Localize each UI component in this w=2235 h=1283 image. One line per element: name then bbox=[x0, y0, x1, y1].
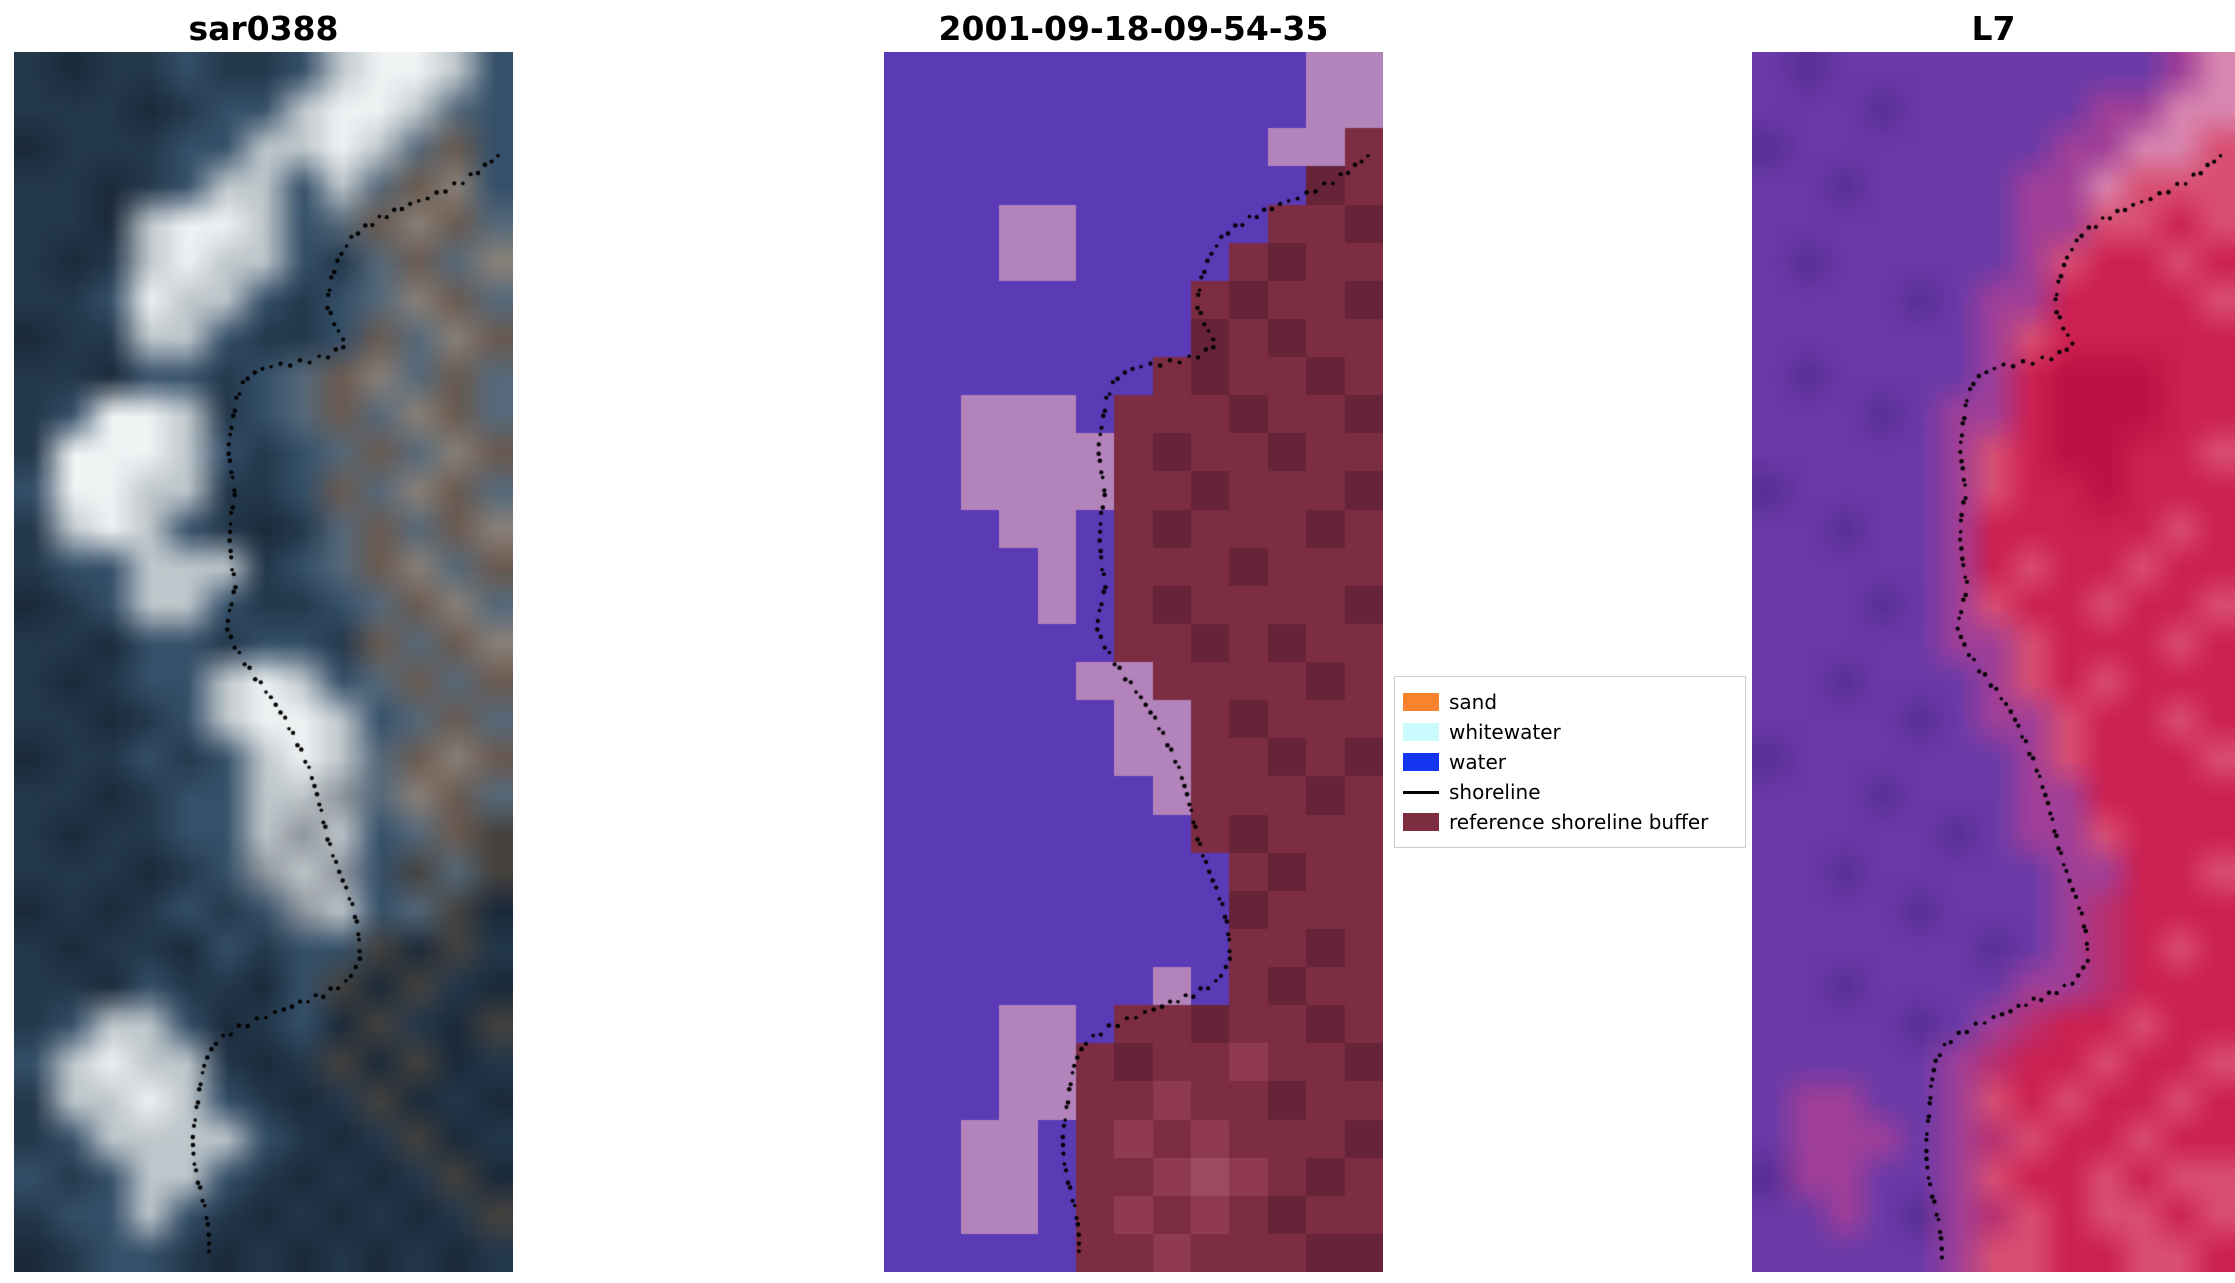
legend-swatch-sand bbox=[1403, 693, 1439, 711]
l7-image bbox=[1752, 52, 2235, 1272]
legend-label: reference shoreline buffer bbox=[1449, 810, 1709, 834]
panel-sar: sar0388 bbox=[14, 6, 513, 1272]
legend-item: reference shoreline buffer bbox=[1403, 807, 1733, 837]
legend-swatch-reference-shoreline-buffer bbox=[1403, 813, 1439, 831]
legend-swatch-water bbox=[1403, 753, 1439, 771]
legend-item: sand bbox=[1403, 687, 1733, 717]
legend-swatch-whitewater bbox=[1403, 723, 1439, 741]
legend: sand whitewater water shoreline reference sh… bbox=[1394, 676, 1746, 848]
legend-label: whitewater bbox=[1449, 720, 1561, 744]
panel-title-sar: sar0388 bbox=[188, 9, 339, 48]
legend-item: whitewater bbox=[1403, 717, 1733, 747]
sar-image bbox=[14, 52, 513, 1272]
panel-l7: L7 bbox=[1752, 6, 2235, 1272]
legend-item: shoreline bbox=[1403, 777, 1733, 807]
legend-label: shoreline bbox=[1449, 780, 1541, 804]
panel-title-l7: L7 bbox=[1971, 9, 2016, 48]
legend-item: water bbox=[1403, 747, 1733, 777]
legend-label: sand bbox=[1449, 690, 1498, 714]
panel-title-date: 2001-09-18-09-54-35 bbox=[938, 9, 1329, 48]
legend-swatch-shoreline bbox=[1403, 790, 1439, 794]
panel-classification: 2001-09-18-09-54-35 bbox=[884, 6, 1383, 1272]
legend-label: water bbox=[1449, 750, 1506, 774]
classification-image bbox=[884, 52, 1383, 1272]
